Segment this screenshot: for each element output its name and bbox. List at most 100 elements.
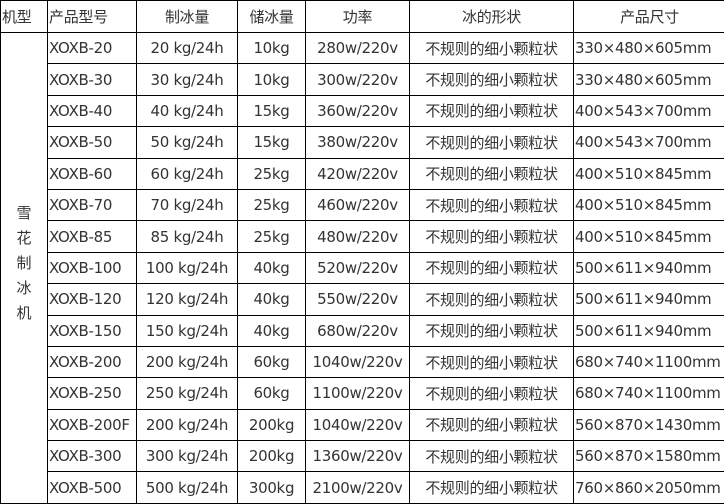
cell-dimensions: 560×870×1580mm — [574, 441, 724, 472]
cell-ice-storage: 60kg — [238, 378, 306, 409]
cell-dimensions: 400×510×845mm — [574, 221, 724, 252]
cell-ice-storage: 60kg — [238, 346, 306, 377]
cell-ice-shape: 不规则的细小颗粒状 — [410, 441, 574, 472]
cell-dimensions: 680×740×1100mm — [574, 378, 724, 409]
cell-model: XOXB-250 — [48, 378, 137, 409]
cell-ice-shape: 不规则的细小颗粒状 — [410, 33, 574, 64]
cell-ice-output: 50 kg/24h — [137, 127, 238, 158]
header-power: 功率 — [306, 1, 410, 33]
cell-ice-output: 120 kg/24h — [137, 284, 238, 315]
cell-ice-shape: 不规则的细小颗粒状 — [410, 95, 574, 126]
cell-power: 420w/220v — [306, 158, 410, 189]
cell-ice-storage: 300kg — [238, 472, 306, 503]
cell-power: 360w/220v — [306, 95, 410, 126]
cell-ice-storage: 15kg — [238, 127, 306, 158]
cell-power: 1040w/220v — [306, 346, 410, 377]
cell-power: 1100w/220v — [306, 378, 410, 409]
cell-model: XOXB-100 — [48, 252, 137, 283]
cell-ice-storage: 200kg — [238, 409, 306, 440]
cell-ice-shape: 不规则的细小颗粒状 — [410, 284, 574, 315]
cell-model: XOXB-85 — [48, 221, 137, 252]
cell-ice-output: 200 kg/24h — [137, 409, 238, 440]
cell-dimensions: 400×510×845mm — [574, 189, 724, 220]
cell-power: 300w/220v — [306, 64, 410, 95]
header-dimensions: 产品尺寸 — [574, 1, 724, 33]
cell-ice-output: 60 kg/24h — [137, 158, 238, 189]
cell-ice-shape: 不规则的细小颗粒状 — [410, 127, 574, 158]
cell-model: XOXB-200 — [48, 346, 137, 377]
cell-ice-storage: 10kg — [238, 33, 306, 64]
cell-ice-storage: 15kg — [238, 95, 306, 126]
cell-ice-output: 70 kg/24h — [137, 189, 238, 220]
cell-dimensions: 500×611×940mm — [574, 284, 724, 315]
cell-ice-shape: 不规则的细小颗粒状 — [410, 252, 574, 283]
header-machine-type: 机型 — [1, 1, 48, 33]
cell-model: XOXB-200F — [48, 409, 137, 440]
cell-model: XOXB-20 — [48, 33, 137, 64]
cell-model: XOXB-300 — [48, 441, 137, 472]
header-model: 产品型号 — [48, 1, 137, 33]
cell-dimensions: 500×611×940mm — [574, 315, 724, 346]
cell-dimensions: 560×870×1430mm — [574, 409, 724, 440]
cell-dimensions: 330×480×605mm — [574, 64, 724, 95]
cell-ice-storage: 25kg — [238, 158, 306, 189]
cell-dimensions: 680×740×1100mm — [574, 346, 724, 377]
cell-power: 550w/220v — [306, 284, 410, 315]
cell-ice-output: 500 kg/24h — [137, 472, 238, 503]
cell-power: 280w/220v — [306, 33, 410, 64]
cell-dimensions: 400×543×700mm — [574, 127, 724, 158]
header-ice-storage: 储冰量 — [238, 1, 306, 33]
cell-model: XOXB-120 — [48, 284, 137, 315]
cell-power: 1360w/220v — [306, 441, 410, 472]
cell-power: 480w/220v — [306, 221, 410, 252]
cell-ice-output: 300 kg/24h — [137, 441, 238, 472]
cell-ice-storage: 200kg — [238, 441, 306, 472]
cell-ice-storage: 40kg — [238, 284, 306, 315]
cell-ice-shape: 不规则的细小颗粒状 — [410, 315, 574, 346]
cell-ice-storage: 10kg — [238, 64, 306, 95]
header-ice-output: 制冰量 — [137, 1, 238, 33]
category-cell: 雪花制冰机 — [1, 33, 48, 504]
cell-ice-storage: 40kg — [238, 252, 306, 283]
cell-dimensions: 400×510×845mm — [574, 158, 724, 189]
cell-ice-output: 150 kg/24h — [137, 315, 238, 346]
cell-ice-storage: 25kg — [238, 221, 306, 252]
cell-power: 2100w/220v — [306, 472, 410, 503]
cell-ice-shape: 不规则的细小颗粒状 — [410, 378, 574, 409]
cell-ice-shape: 不规则的细小颗粒状 — [410, 346, 574, 377]
cell-dimensions: 330×480×605mm — [574, 33, 724, 64]
cell-ice-storage: 40kg — [238, 315, 306, 346]
header-ice-shape: 冰的形状 — [410, 1, 574, 33]
cell-ice-shape: 不规则的细小颗粒状 — [410, 64, 574, 95]
cell-ice-storage: 25kg — [238, 189, 306, 220]
cell-power: 380w/220v — [306, 127, 410, 158]
cell-power: 1040w/220v — [306, 409, 410, 440]
cell-ice-output: 100 kg/24h — [137, 252, 238, 283]
cell-ice-shape: 不规则的细小颗粒状 — [410, 409, 574, 440]
cell-ice-output: 20 kg/24h — [137, 33, 238, 64]
cell-ice-output: 30 kg/24h — [137, 64, 238, 95]
cell-ice-output: 85 kg/24h — [137, 221, 238, 252]
cell-model: XOXB-40 — [48, 95, 137, 126]
cell-model: XOXB-50 — [48, 127, 137, 158]
header-row: 机型产品型号制冰量储冰量功率冰的形状产品尺寸 — [1, 1, 724, 33]
cell-ice-shape: 不规则的细小颗粒状 — [410, 472, 574, 503]
cell-ice-output: 40 kg/24h — [137, 95, 238, 126]
cell-model: XOXB-150 — [48, 315, 137, 346]
cell-model: XOXB-60 — [48, 158, 137, 189]
cell-dimensions: 400×543×700mm — [574, 95, 724, 126]
cell-dimensions: 500×611×940mm — [574, 252, 724, 283]
